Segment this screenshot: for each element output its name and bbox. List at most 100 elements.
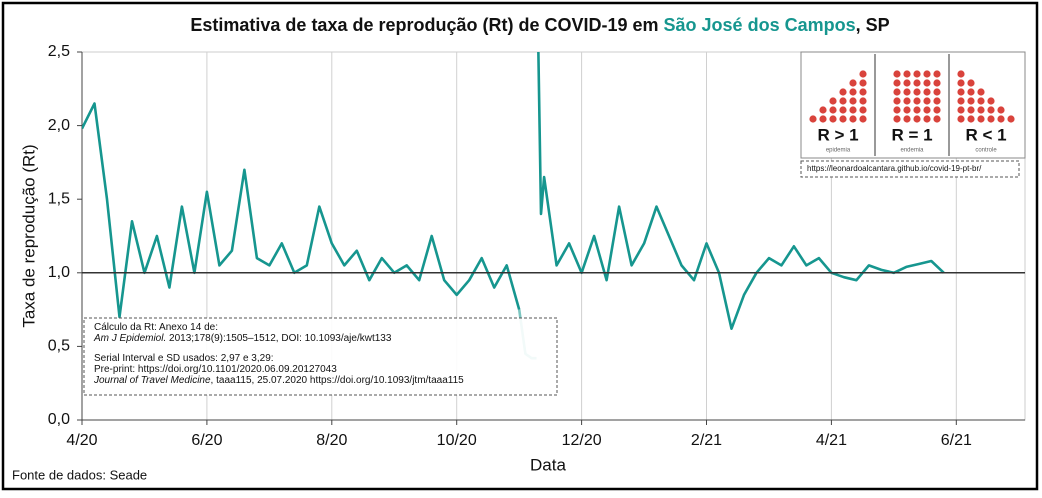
inset-dot — [839, 106, 847, 114]
inset-dot — [957, 97, 965, 105]
annotation-box — [83, 317, 558, 396]
inset-dot — [819, 115, 827, 123]
inset-dot — [829, 106, 837, 114]
x-tick-label: 10/20 — [437, 432, 477, 449]
inset-dot — [977, 106, 985, 114]
inset-dot — [849, 106, 857, 114]
inset-url: https://leonardoalcantara.github.io/covi… — [807, 164, 982, 173]
inset-dot — [849, 88, 857, 96]
inset-dot — [859, 88, 867, 96]
inset-dot — [923, 88, 931, 96]
inset-dot — [913, 97, 921, 105]
y-tick-label: 0,0 — [48, 411, 70, 428]
inset-dot — [957, 88, 965, 96]
inset-dot — [903, 79, 911, 87]
series-line — [82, 52, 945, 330]
inset-dot — [819, 106, 827, 114]
inset-label: R = 1 — [891, 125, 932, 144]
annotation-text: Cálculo da Rt: Anexo 14 de: — [94, 322, 218, 333]
inset-dot — [859, 97, 867, 105]
annotation-line: Journal of Travel Medicine, taaa115, 25.… — [93, 375, 464, 386]
inset-dot — [957, 115, 965, 123]
inset-dot — [913, 88, 921, 96]
inset-dot — [859, 106, 867, 114]
inset-dot — [893, 97, 901, 105]
inset-dot — [839, 115, 847, 123]
inset-box — [800, 51, 1026, 159]
annotation-text: 2013;178(9):1505–1512, DOI: 10.1093/aje/… — [166, 333, 392, 344]
inset-dot — [903, 97, 911, 105]
inset-dot — [987, 97, 995, 105]
inset-dot — [903, 70, 911, 78]
inset-dot — [893, 79, 901, 87]
inset-dot — [859, 115, 867, 123]
annotation-line: Cálculo da Rt: Anexo 14 de: — [94, 322, 218, 333]
y-axis-label: Taxa de reprodução (Rt) — [19, 144, 38, 327]
inset-dot — [933, 88, 941, 96]
y-tick-label: 1,0 — [48, 264, 70, 281]
annotation-text: Pre-print: https://doi.org/10.1101/2020.… — [94, 364, 337, 375]
inset-dot — [913, 79, 921, 87]
x-tick-label: 4/20 — [66, 432, 97, 449]
x-tick-label: 4/21 — [816, 432, 847, 449]
source: Fonte de dados: Seade — [12, 467, 147, 482]
inset-dot — [849, 79, 857, 87]
inset-dot — [839, 97, 847, 105]
inset-dot — [913, 106, 921, 114]
inset-caption: controle — [975, 148, 997, 154]
inset-label: R < 1 — [965, 125, 1006, 144]
inset-dot — [859, 70, 867, 78]
title-part: São José dos Campos — [664, 15, 856, 35]
inset-dot — [859, 79, 867, 87]
inset-dot — [923, 106, 931, 114]
inset-dot — [893, 115, 901, 123]
x-tick-label: 6/21 — [941, 432, 972, 449]
inset-dot — [967, 106, 975, 114]
inset-dot — [957, 106, 965, 114]
x-tick-label: 2/21 — [691, 432, 722, 449]
chart-title: Estimativa de taxa de reprodução (Rt) de… — [190, 15, 889, 35]
inset-caption: epidemia — [826, 148, 851, 154]
inset-dot — [839, 88, 847, 96]
inset-dot — [967, 115, 975, 123]
inset-dot — [849, 115, 857, 123]
x-tick-label: 6/20 — [191, 432, 222, 449]
inset-dot — [997, 106, 1005, 114]
x-axis-label: Data — [530, 455, 566, 474]
inset-dot — [977, 115, 985, 123]
y-tick-label: 0,5 — [48, 338, 70, 355]
inset-dot — [967, 88, 975, 96]
inset-dot — [987, 106, 995, 114]
inset-dot — [987, 115, 995, 123]
annotation-line: Am J Epidemiol. 2013;178(9):1505–1512, D… — [93, 333, 392, 344]
annotation-line: Pre-print: https://doi.org/10.1101/2020.… — [94, 364, 337, 375]
inset-dot — [997, 115, 1005, 123]
title-part: , SP — [856, 15, 890, 35]
inset-dot — [903, 106, 911, 114]
inset-dot — [1007, 115, 1015, 123]
inset-dot — [829, 97, 837, 105]
inset-dot — [933, 70, 941, 78]
annotation-text: , taaa115, 25.07.2020 https://doi.org/10… — [211, 375, 465, 386]
inset-caption: endemia — [900, 148, 924, 154]
inset-dot — [933, 106, 941, 114]
x-tick-label: 12/20 — [562, 432, 602, 449]
inset-dot — [903, 88, 911, 96]
inset-dot — [923, 79, 931, 87]
inset-dot — [977, 88, 985, 96]
y-tick-label: 1,5 — [48, 190, 70, 207]
inset-dot — [957, 70, 965, 78]
inset-dot — [933, 97, 941, 105]
x-tick-label: 8/20 — [316, 432, 347, 449]
annotation-line: Serial Interval e SD usados: 2,97 e 3,29… — [94, 353, 274, 364]
inset-dot — [829, 115, 837, 123]
inset-dot — [977, 97, 985, 105]
inset-dot — [923, 115, 931, 123]
inset-dot — [967, 97, 975, 105]
y-tick-label: 2,5 — [48, 43, 70, 60]
annotation-text: Journal of Travel Medicine — [93, 375, 211, 386]
inset-dot — [809, 115, 817, 123]
title-part: Estimativa de taxa de reprodução (Rt) de… — [190, 15, 663, 35]
annotation-text: Am J Epidemiol. — [93, 333, 166, 344]
